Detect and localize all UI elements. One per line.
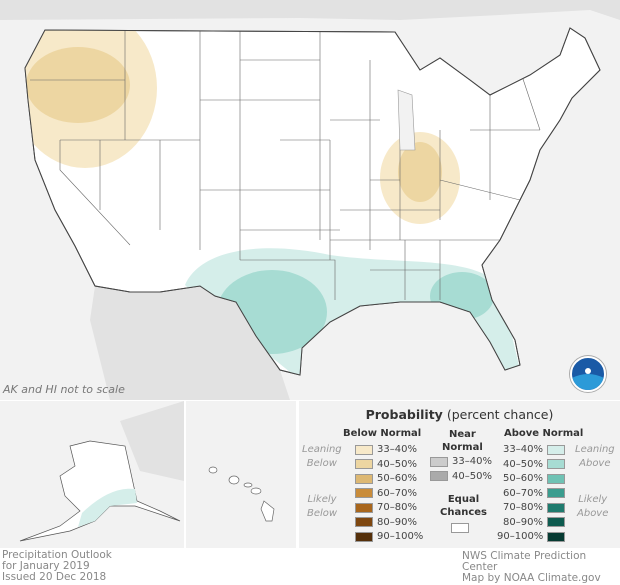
below-range-label: 80–90%	[377, 516, 417, 528]
near-legend-item: 33–40%	[430, 456, 492, 467]
above-range-label: 70–80%	[503, 502, 543, 513]
near-range-label: 40–50%	[452, 470, 492, 482]
above-swatch	[547, 459, 565, 469]
below-swatch	[355, 488, 373, 498]
lake-michigan	[397, 89, 416, 151]
above-legend-item: 80–90%	[497, 517, 565, 528]
below-range-label: 50–60%	[377, 473, 417, 484]
below-range-label: 90–100%	[377, 531, 424, 542]
below-range-label: 33–40%	[377, 444, 417, 455]
below-range-label: 70–80%	[377, 502, 417, 513]
equal-chances-header: Equal Chances	[440, 494, 487, 518]
near-swatch	[430, 471, 448, 481]
above-range-label: 90–100%	[497, 531, 544, 542]
above-33-40-alaska	[78, 488, 137, 527]
conus-map-svg	[0, 0, 620, 400]
below-legend-item: 80–90%	[355, 517, 417, 528]
mexico-land	[90, 286, 290, 400]
near-swatch	[430, 456, 448, 467]
leaning-below-label: Leaning Below	[302, 444, 342, 469]
below-40-50-northwest	[26, 47, 130, 123]
map-title: Precipitation Outlook for January 2019 Iss…	[2, 549, 112, 583]
below-40-50-ohio-valley	[398, 142, 442, 202]
near-legend-item: 40–50%	[430, 471, 492, 482]
above-swatch	[547, 502, 565, 513]
scale-note: AK and HI not to scale	[3, 383, 125, 396]
above-swatch	[547, 444, 565, 455]
near-normal-header: Near Normal	[442, 429, 483, 453]
leaning-above-label: Leaning Above	[575, 444, 615, 469]
above-legend-item: 33–40%	[497, 444, 565, 455]
hawaii-inset	[186, 401, 296, 548]
noaa-logo	[570, 356, 606, 392]
below-swatch	[355, 531, 373, 542]
below-legend-item: 50–60%	[355, 473, 417, 484]
above-range-label: 50–60%	[503, 473, 543, 484]
state-borders	[30, 30, 541, 300]
below-swatch	[355, 473, 373, 484]
below-legend-item: 33–40%	[355, 444, 417, 455]
above-legend-item: 40–50%	[497, 459, 565, 470]
above-range-label: 40–50%	[503, 458, 543, 470]
below-swatch	[355, 459, 373, 469]
alaska-inset	[0, 401, 184, 548]
above-range-label: 60–70%	[503, 487, 543, 499]
below-legend-item: 40–50%	[355, 459, 417, 470]
hawaii-islands	[208, 466, 275, 522]
legend: Probability (percent chance) Below Norma…	[299, 401, 620, 548]
above-legend-item: 50–60%	[497, 473, 565, 484]
above-range-label: 80–90%	[503, 516, 543, 528]
above-swatch	[547, 473, 565, 484]
above-swatch	[547, 531, 565, 542]
legend-title: Probability (percent chance)	[365, 407, 554, 422]
above-legend-item: 70–80%	[497, 502, 565, 513]
above-40-50-southeast	[430, 272, 494, 320]
below-swatch	[355, 517, 373, 527]
below-legend-item: 90–100%	[355, 531, 423, 542]
likely-below-label: Likely Below	[307, 494, 338, 519]
below-legend-item: 60–70%	[355, 488, 417, 499]
above-range-label: 33–40%	[503, 444, 543, 455]
below-normal-header: Below Normal	[343, 428, 422, 439]
near-range-label: 33–40%	[452, 456, 492, 467]
below-legend-item: 70–80%	[355, 502, 417, 513]
above-legend-item: 60–70%	[497, 488, 565, 499]
below-range-label: 60–70%	[377, 487, 417, 499]
below-range-label: 40–50%	[377, 458, 417, 470]
canada-land	[0, 0, 620, 20]
equal-chances-swatch	[451, 523, 469, 533]
credits: NWS Climate Prediction Center Map by NOAA…	[462, 550, 601, 584]
conus-map	[0, 0, 620, 400]
likely-above-label: Likely Above	[577, 494, 609, 519]
above-normal-header: Above Normal	[504, 428, 584, 439]
above-legend-item: 90–100%	[497, 531, 565, 542]
below-swatch	[355, 502, 373, 513]
below-swatch	[355, 444, 373, 455]
above-swatch	[547, 517, 565, 527]
above-swatch	[547, 488, 565, 498]
